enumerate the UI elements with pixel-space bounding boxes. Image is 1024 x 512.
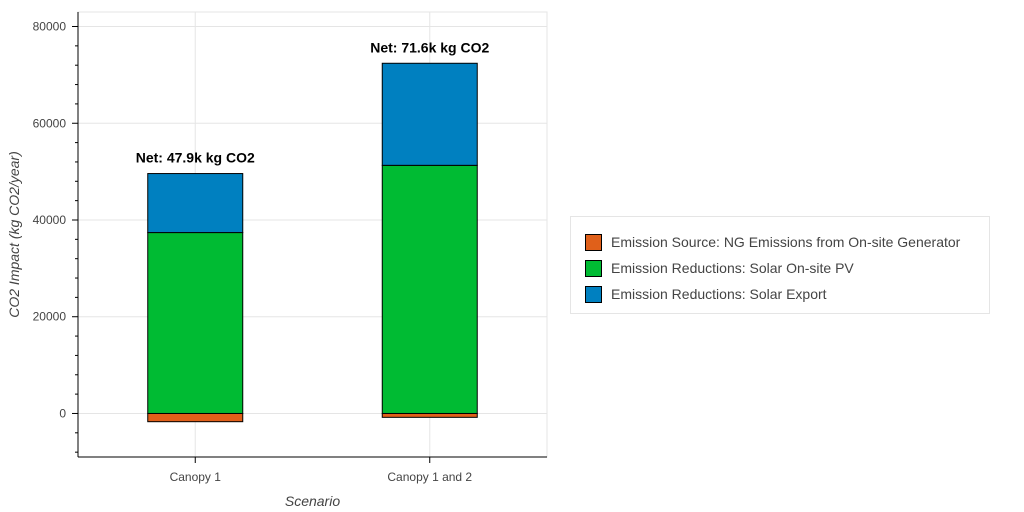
y-axis-title: CO2 Impact (kg CO2/year) xyxy=(6,151,22,318)
legend-swatch xyxy=(585,233,602,251)
legend-item-ng-emissions: Emission Source: NG Emissions from On-si… xyxy=(585,229,989,255)
legend-swatch xyxy=(585,285,602,303)
legend-label: Emission Source: NG Emissions from On-si… xyxy=(611,234,961,250)
bar-segment xyxy=(381,164,478,414)
bar-segment xyxy=(147,232,244,414)
legend-swatch xyxy=(585,259,602,277)
y-tick-label: 80000 xyxy=(33,20,67,34)
x-axis-title: Scenario xyxy=(285,493,340,509)
y-tick-label: 40000 xyxy=(33,213,67,227)
legend-label: Emission Reductions: Solar Export xyxy=(611,286,827,302)
bar-segment xyxy=(147,412,244,423)
legend: Emission Source: NG Emissions from On-si… xyxy=(570,216,990,314)
axes xyxy=(77,12,547,458)
bar-segment xyxy=(381,412,478,418)
net-annotations: Net: 47.9k kg CO2 Net: 71.6k kg CO2 xyxy=(136,39,490,165)
y-tick-label: 0 xyxy=(59,406,66,420)
net-annotation: Net: 71.6k kg CO2 xyxy=(370,39,489,55)
legend-item-solar-onsite: Emission Reductions: Solar On-site PV xyxy=(585,255,989,281)
legend-label: Emission Reductions: Solar On-site PV xyxy=(611,260,854,276)
y-ticks: 0 20000 40000 60000 80000 xyxy=(33,20,78,453)
x-tick-label: Canopy 1 and 2 xyxy=(387,470,472,484)
bar-segment xyxy=(147,173,244,234)
y-tick-label: 60000 xyxy=(33,116,67,130)
x-tick-label: Canopy 1 xyxy=(170,470,222,484)
net-annotation: Net: 47.9k kg CO2 xyxy=(136,150,255,166)
bar-segment xyxy=(381,62,478,166)
bars xyxy=(147,62,478,423)
y-tick-label: 20000 xyxy=(33,310,67,324)
x-ticks: Canopy 1 Canopy 1 and 2 xyxy=(170,457,472,484)
legend-item-solar-export: Emission Reductions: Solar Export xyxy=(585,281,989,307)
